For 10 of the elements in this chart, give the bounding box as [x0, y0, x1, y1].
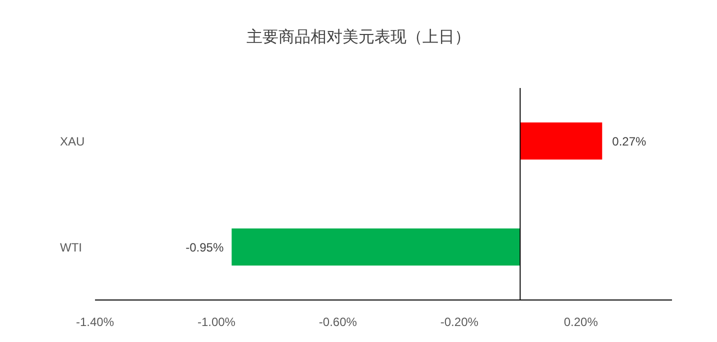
- y-tick-label: XAU: [60, 134, 85, 148]
- data-label: -0.95%: [186, 240, 224, 254]
- chart-title: 主要商品相对美元表现（上日）: [246, 28, 470, 46]
- x-tick-label: -0.60%: [318, 315, 358, 329]
- x-tick-label: -1.40%: [76, 315, 114, 329]
- x-tick-label: -0.20%: [440, 315, 479, 329]
- y-tick-label: WTI: [60, 240, 82, 254]
- data-label: 0.27%: [612, 134, 647, 148]
- x-tick-label: -1.00%: [197, 315, 236, 329]
- x-tick-label: 0.20%: [564, 315, 598, 329]
